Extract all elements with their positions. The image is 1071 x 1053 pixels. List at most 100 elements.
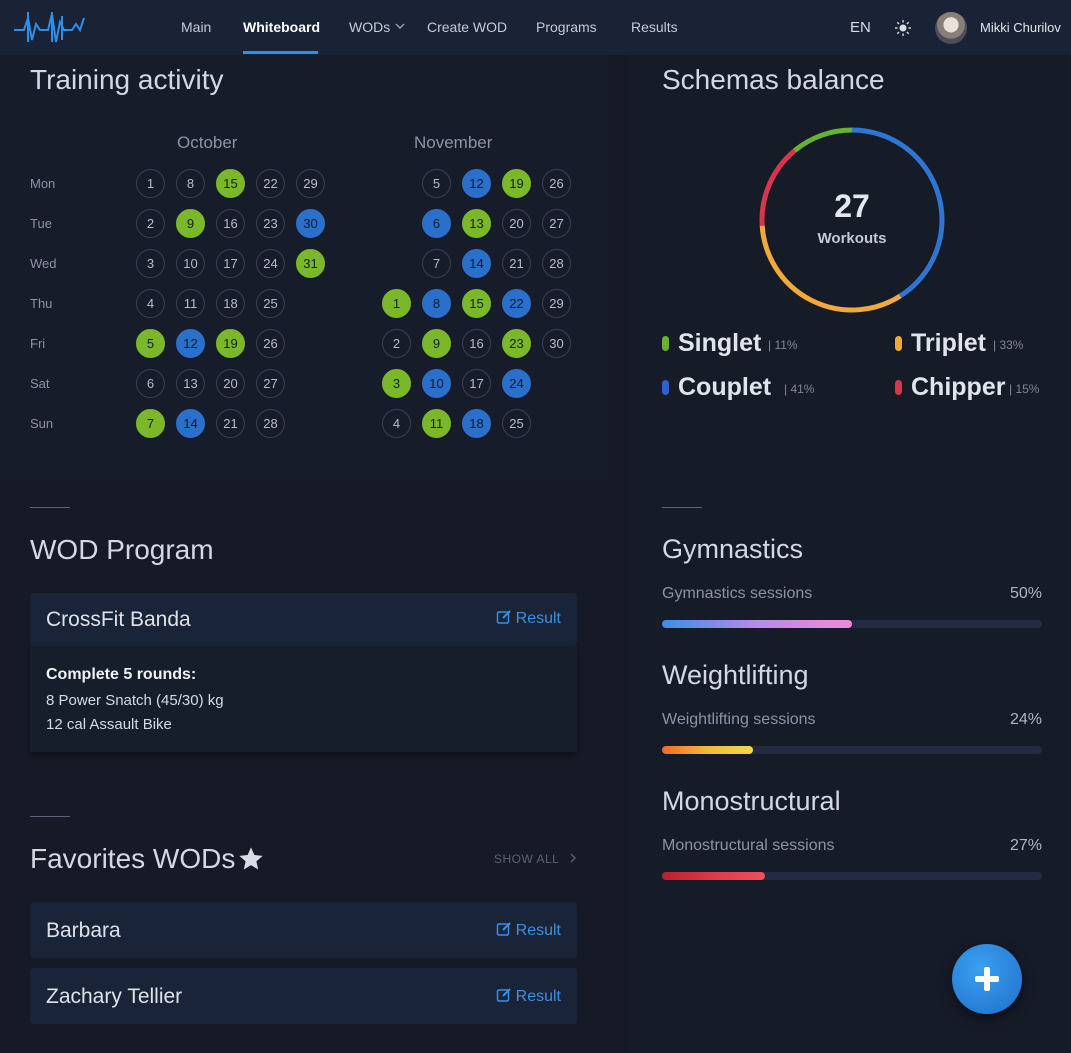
calendar-day[interactable]: 15 [216,169,245,198]
favorite-wod-card[interactable]: Barbara Result [30,902,577,958]
legend-name: Couplet [678,373,772,401]
weekday-label: Sat [30,376,50,391]
calendar-day[interactable]: 16 [462,329,491,358]
avatar[interactable] [935,12,967,44]
calendar-day[interactable]: 1 [136,169,165,198]
weekday-label: Tue [30,216,52,231]
calendar-day[interactable]: 1 [382,289,411,318]
nav-results[interactable]: Results [631,19,678,35]
calendar-day[interactable]: 12 [462,169,491,198]
weightlifting-progress-fill [662,746,754,754]
logo-icon[interactable] [14,10,86,44]
calendar-day[interactable]: 11 [422,409,451,438]
nav-create-wod[interactable]: Create WOD [427,19,508,35]
edit-icon [496,922,511,936]
calendar-day[interactable]: 25 [502,409,531,438]
calendar-day[interactable]: 8 [176,169,205,198]
calendar-day[interactable]: 15 [462,289,491,318]
calendar-day[interactable]: 5 [422,169,451,198]
calendar-day[interactable]: 21 [502,249,531,278]
sun-icon[interactable] [894,19,912,37]
gymnastics-progress-fill [662,620,852,628]
show-all-label: SHOW ALL [494,852,559,866]
calendar-day[interactable]: 14 [462,249,491,278]
calendar-day[interactable]: 18 [462,409,491,438]
calendar-day[interactable]: 10 [422,369,451,398]
favorite-wod-card[interactable]: Zachary Tellier Result [30,968,577,1024]
legend-swatch [895,336,902,351]
legend-pct: | 15% [1009,382,1040,396]
calendar-day[interactable]: 6 [136,369,165,398]
calendar-day[interactable]: 3 [136,249,165,278]
active-tab-indicator [243,51,318,54]
calendar-day[interactable]: 28 [256,409,285,438]
nav-wods[interactable]: WODs [349,19,391,35]
calendar-day[interactable]: 31 [296,249,325,278]
calendar-day[interactable]: 20 [216,369,245,398]
calendar-day[interactable]: 22 [256,169,285,198]
calendar-day[interactable]: 19 [502,169,531,198]
calendar-day[interactable]: 24 [256,249,285,278]
gymnastics-label: Gymnastics sessions [662,585,813,602]
calendar-day[interactable]: 12 [176,329,205,358]
weekday-label: Fri [30,336,46,351]
weightlifting-progress [662,746,1042,754]
calendar-day[interactable]: 30 [296,209,325,238]
calendar-day[interactable]: 9 [176,209,205,238]
calendar-day[interactable]: 26 [256,329,285,358]
nav-programs[interactable]: Programs [536,19,597,35]
calendar-day[interactable]: 2 [136,209,165,238]
calendar-day[interactable]: 20 [502,209,531,238]
chevron-down-icon[interactable] [394,20,406,32]
calendar-day[interactable]: 21 [216,409,245,438]
calendar-day[interactable]: 6 [422,209,451,238]
calendar-day[interactable]: 27 [256,369,285,398]
calendar-day[interactable]: 23 [256,209,285,238]
calendar-day[interactable]: 17 [462,369,491,398]
calendar-day[interactable]: 5 [136,329,165,358]
calendar-day[interactable]: 26 [542,169,571,198]
calendar-day[interactable]: 24 [502,369,531,398]
calendar-day[interactable]: 3 [382,369,411,398]
nav-main[interactable]: Main [181,19,212,35]
schemas-balance-title: Schemas balance [662,64,885,95]
calendar-day[interactable]: 13 [462,209,491,238]
calendar-day[interactable]: 22 [502,289,531,318]
calendar-day[interactable]: 4 [136,289,165,318]
show-all-link[interactable]: SHOW ALL [494,852,577,866]
calendar-day[interactable]: 23 [502,329,531,358]
legend-swatch [895,380,902,395]
calendar-day[interactable]: 17 [216,249,245,278]
calendar-day[interactable]: 13 [176,369,205,398]
user-name[interactable]: Mikki Churilov [980,20,1061,35]
wod-line: Complete 5 rounds: [46,666,197,683]
calendar-day[interactable]: 7 [136,409,165,438]
calendar-day[interactable]: 8 [422,289,451,318]
calendar-day[interactable]: 11 [176,289,205,318]
calendar-day[interactable]: 28 [542,249,571,278]
calendar-day[interactable]: 18 [216,289,245,318]
calendar-day[interactable]: 30 [542,329,571,358]
top-navbar: Main Whiteboard WODs Create WOD Programs… [0,0,1071,55]
calendar-day[interactable]: 10 [176,249,205,278]
calendar-day[interactable]: 7 [422,249,451,278]
nav-whiteboard[interactable]: Whiteboard [243,19,320,35]
add-wod-button[interactable] [952,944,1022,1014]
favorite-result-button[interactable]: Result [496,987,561,1006]
calendar-day[interactable]: 16 [216,209,245,238]
right-panel [630,55,1071,1053]
calendar-day[interactable]: 4 [382,409,411,438]
wod-program-result-button[interactable]: Result [496,609,561,628]
calendar-day[interactable]: 27 [542,209,571,238]
calendar-day[interactable]: 14 [176,409,205,438]
calendar-day[interactable]: 29 [542,289,571,318]
result-label: Result [515,922,561,939]
calendar-day[interactable]: 25 [256,289,285,318]
wod-program-title: WOD Program [30,534,214,565]
calendar-day[interactable]: 19 [216,329,245,358]
calendar-day[interactable]: 9 [422,329,451,358]
language-switcher[interactable]: EN [850,19,871,36]
calendar-day[interactable]: 2 [382,329,411,358]
calendar-day[interactable]: 29 [296,169,325,198]
favorite-result-button[interactable]: Result [496,921,561,940]
